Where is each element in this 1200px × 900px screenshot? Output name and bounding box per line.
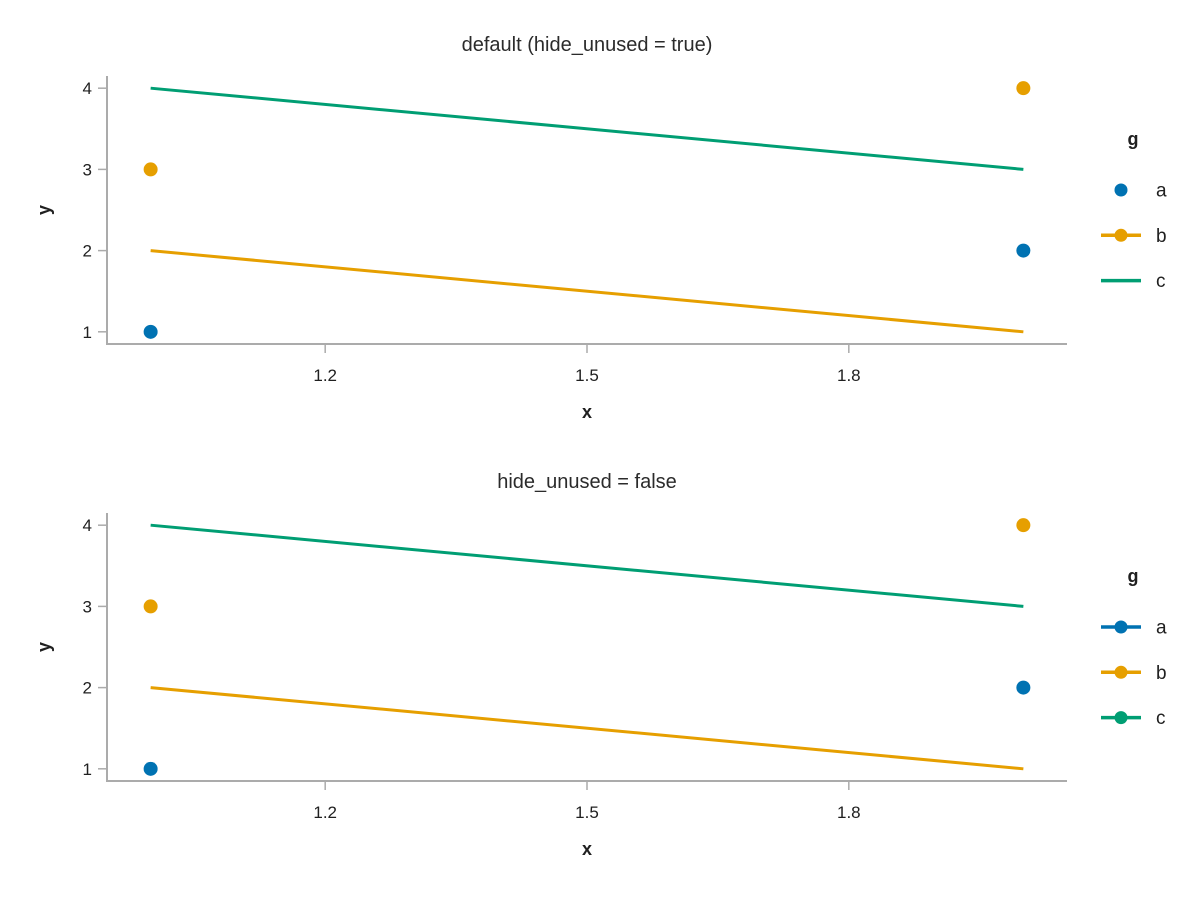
legend-entry-label: a — [1156, 181, 1167, 202]
y-axis-tick-label: 3 — [83, 597, 92, 616]
plot-canvas-top: 1.2 1.5 1.8 1 2 3 4 x y g a b c — [34, 76, 1167, 422]
chart-panel-top: default (hide_unused = true) 1.2 1.5 1.8 1 2… — [34, 34, 1167, 422]
y-axis-tick-label: 3 — [83, 160, 92, 179]
x-axis-label: x — [582, 839, 592, 859]
plot-canvas-bottom: 1.2 1.5 1.8 1 2 3 4 x y g a b c — [34, 513, 1167, 859]
x-axis-tick-label: 1.8 — [837, 366, 861, 385]
series-b-scatter-point — [1016, 81, 1031, 96]
legend-entry-a-dot-marker — [1114, 620, 1128, 634]
x-axis-tick-label: 1.8 — [837, 803, 861, 822]
chart-title-top: default (hide_unused = true) — [461, 34, 713, 56]
legend-entry-b-dot-marker — [1114, 665, 1128, 679]
series-a-scatter-point — [143, 761, 158, 776]
y-axis-label: y — [34, 642, 54, 652]
chart-panel-bottom: hide_unused = false 1.2 1.5 1.8 1 2 3 4 x y g a b c — [0, 437, 1200, 887]
series-b-scatter-point — [1016, 518, 1031, 533]
legend-entry-b-dot-marker — [1114, 228, 1128, 242]
y-axis-tick-label: 4 — [83, 516, 92, 535]
x-axis-tick-label: 1.5 — [575, 366, 599, 385]
legend-entry-c-dot-marker — [1114, 711, 1128, 725]
y-axis-tick-label: 1 — [83, 323, 92, 342]
series-b-scatter-point — [143, 162, 158, 177]
x-axis-label: x — [582, 402, 592, 422]
series-b-line — [150, 249, 1024, 334]
y-axis-tick-label: 1 — [83, 760, 92, 779]
legend-entry-label: c — [1156, 271, 1166, 292]
legend-entry-label: b — [1156, 226, 1167, 247]
legend-entry-label: c — [1156, 708, 1166, 729]
series-a-scatter-point — [143, 324, 158, 339]
series-c-line — [150, 523, 1024, 608]
chart-title-bottom: hide_unused = false — [497, 471, 677, 493]
legend-title: g — [1128, 129, 1139, 149]
y-axis-tick-label: 4 — [83, 79, 92, 98]
series-c-line — [150, 86, 1024, 171]
x-axis-tick-label: 1.5 — [575, 803, 599, 822]
legend-title: g — [1128, 566, 1139, 586]
y-axis-label: y — [34, 205, 54, 215]
y-axis-tick-label: 2 — [83, 679, 92, 698]
x-axis-tick-label: 1.2 — [313, 803, 337, 822]
legend-entry-label: a — [1156, 618, 1167, 639]
legend-entry-a-dot-marker — [1114, 183, 1128, 197]
series-a-scatter-point — [1016, 243, 1031, 258]
x-axis-tick-label: 1.2 — [313, 366, 337, 385]
legend-entry-label: b — [1156, 663, 1167, 684]
series-b-scatter-point — [143, 599, 158, 614]
y-axis-tick-label: 2 — [83, 242, 92, 261]
series-a-scatter-point — [1016, 680, 1031, 695]
series-b-line — [150, 686, 1024, 771]
